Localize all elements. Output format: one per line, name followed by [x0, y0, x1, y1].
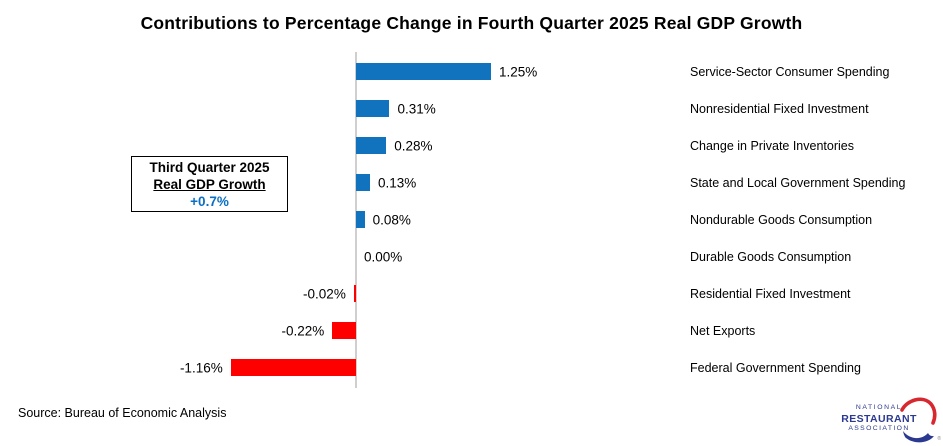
category-label-2: Change in Private Inventories: [690, 138, 854, 153]
value-label-4: 0.08%: [372, 212, 411, 227]
annotation-value: +0.7%: [190, 194, 229, 209]
bar-6: [353, 285, 356, 302]
registered-trademark-mark: ®: [937, 436, 941, 442]
category-label-0: Service-Sector Consumer Spending: [690, 64, 890, 79]
category-label-5: Durable Goods Consumption: [690, 249, 852, 264]
bar-7: [332, 322, 356, 339]
category-label-7: Net Exports: [690, 323, 756, 338]
bar-3: [356, 174, 371, 191]
value-label-8: -1.16%: [179, 360, 223, 375]
value-label-3: 0.13%: [378, 175, 417, 190]
logo-swoosh-icon: [900, 397, 937, 443]
chart-title: Contributions to Percentage Change in Fo…: [140, 13, 803, 33]
zero-axis-line: [355, 52, 357, 388]
category-label-6: Residential Fixed Investment: [690, 286, 851, 301]
value-label-5: 0.00%: [364, 249, 403, 264]
value-label-6: -0.02%: [303, 286, 346, 301]
logo-line-national: NATIONAL: [855, 404, 903, 411]
category-label-4: Nondurable Goods Consumption: [690, 212, 873, 227]
logo-line-restaurant: RESTAURANT: [841, 412, 917, 425]
bar-2: [356, 137, 387, 154]
value-label-0: 1.25%: [499, 64, 538, 79]
logo-line-association: ASSOCIATION: [848, 425, 910, 433]
bar-4: [356, 211, 365, 228]
bar-8: [230, 359, 356, 376]
source-note: Source: Bureau of Economic Analysis: [18, 406, 227, 420]
value-label-2: 0.28%: [394, 138, 433, 153]
value-label-7: -0.22%: [281, 323, 325, 338]
annotation-line1: Third Quarter 2025: [149, 160, 270, 175]
logo-text: NATIONAL RESTAURANT ASSOCIATION: [841, 404, 917, 433]
category-label-1: Nonresidential Fixed Investment: [690, 101, 869, 116]
value-label-1: 0.31%: [397, 101, 436, 116]
category-label-3: State and Local Government Spending: [690, 175, 906, 190]
category-label-8: Federal Government Spending: [690, 360, 861, 375]
national-restaurant-association-logo: NATIONAL RESTAURANT ASSOCIATION ®: [841, 397, 941, 444]
bar-1: [356, 100, 390, 117]
bar-0: [356, 63, 491, 80]
annotation-line2: Real GDP Growth: [153, 177, 266, 192]
annotation-box: Third Quarter 2025 Real GDP Growth +0.7%: [131, 156, 288, 212]
